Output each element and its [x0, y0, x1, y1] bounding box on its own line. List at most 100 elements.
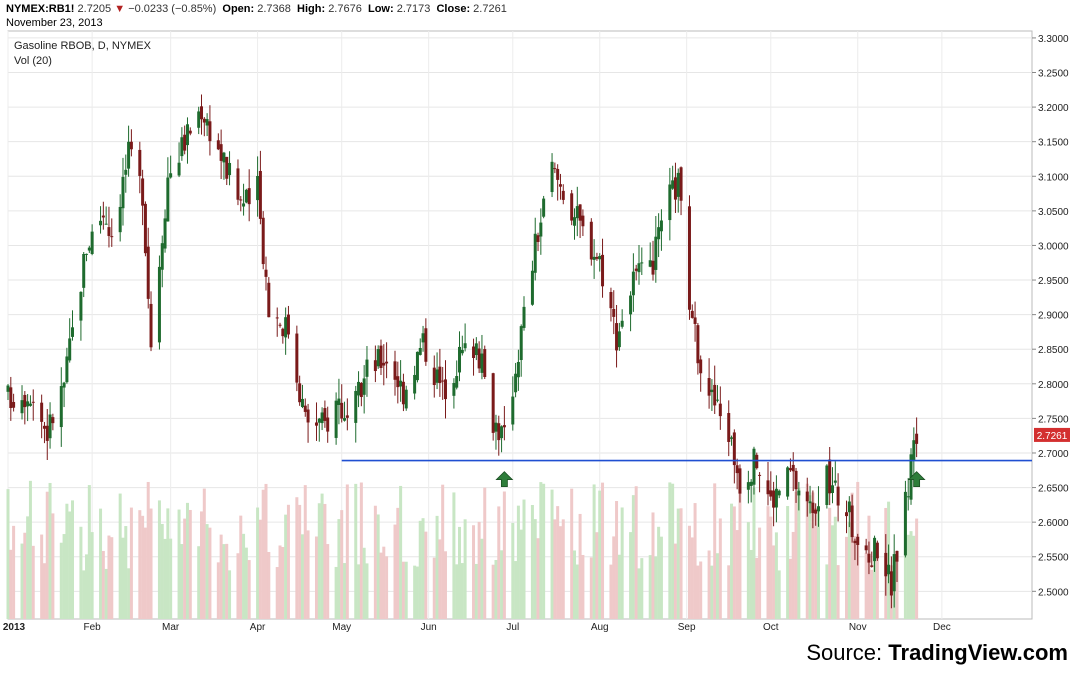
volume-bar — [578, 513, 582, 619]
up-arrow-icon — [495, 471, 514, 488]
candle-body — [592, 256, 596, 260]
candle-body — [345, 415, 349, 418]
candle-body — [474, 343, 478, 356]
volume-bar — [791, 531, 795, 619]
x-tick-label: May — [332, 622, 351, 633]
candle-body — [300, 398, 304, 408]
time-axis[interactable]: 2013 Feb Mar Apr May Jun Jul Aug Sep Oct Nov Dec — [3, 622, 951, 633]
candle-body — [87, 247, 91, 251]
candle-body — [326, 417, 330, 432]
y-tick-label: 3.0000 — [1038, 241, 1069, 252]
x-tick-label: Oct — [763, 622, 779, 633]
volume-bar — [746, 522, 750, 619]
candle-body — [51, 417, 55, 424]
candle-body — [595, 256, 599, 259]
candle-body — [915, 433, 919, 444]
volume-bar — [772, 545, 776, 619]
candle-body — [749, 481, 753, 486]
volume-bar — [51, 513, 55, 619]
candle-body — [82, 254, 86, 288]
volume-bar — [455, 564, 459, 619]
volume-bar — [556, 506, 560, 619]
volume-bar — [441, 484, 445, 619]
candle-body — [553, 168, 557, 170]
volume-bar — [794, 491, 798, 619]
volume-bar — [286, 504, 290, 619]
volume-bar — [687, 525, 691, 619]
volume-bar — [909, 531, 913, 619]
candle-body — [814, 509, 818, 514]
volume-bar — [654, 556, 658, 619]
candle-body — [620, 320, 624, 327]
volume-bar — [707, 550, 711, 619]
volume-bar — [99, 508, 103, 619]
volume-bar — [48, 482, 52, 619]
candle-body — [323, 408, 327, 421]
candle-body — [651, 260, 655, 275]
candle-body — [539, 222, 543, 237]
volume-bar — [28, 480, 32, 619]
candle-body — [727, 413, 731, 442]
candle-body — [511, 396, 515, 425]
volume-bar — [732, 506, 736, 619]
volume-bar — [169, 538, 173, 619]
volume-bar — [640, 558, 644, 619]
candle-body — [373, 360, 377, 372]
volume-bar — [550, 489, 554, 619]
candle-body — [856, 536, 860, 545]
volume-bar — [432, 557, 436, 619]
y-tick-label: 2.6000 — [1038, 518, 1069, 529]
candle-body — [188, 130, 192, 134]
candle-body — [637, 263, 641, 273]
candle-body — [659, 220, 663, 232]
candle-body — [598, 255, 602, 260]
candle-body — [480, 353, 484, 373]
candle-body — [12, 401, 16, 408]
y-tick-label: 2.5500 — [1038, 553, 1069, 564]
candle-body — [497, 423, 501, 441]
candle-body — [786, 467, 790, 497]
candle-body — [738, 468, 742, 494]
candle-body — [828, 459, 832, 494]
price-axis[interactable]: 3.3000 3.2500 3.2000 3.1500 3.1000 3.0500 3.00… — [1032, 34, 1069, 598]
volume-bar — [530, 505, 534, 619]
volume-bar — [143, 527, 147, 619]
volume-bar — [497, 506, 501, 619]
candle-body — [177, 162, 181, 176]
volume-bar — [912, 535, 916, 619]
volume-bar — [418, 520, 422, 619]
volume-study-label: Vol (20) — [14, 55, 52, 67]
candle-body — [343, 418, 347, 421]
candle-body — [718, 403, 722, 417]
candle-body — [906, 496, 910, 498]
candle-body — [242, 203, 246, 207]
candle-body — [59, 386, 63, 428]
volume-bar — [71, 500, 75, 619]
candle-body — [404, 389, 408, 409]
volume-bar — [357, 564, 361, 619]
volume-bar — [424, 531, 428, 619]
volume-bar — [365, 563, 369, 619]
candles — [6, 94, 919, 609]
candle-body — [314, 422, 318, 426]
symbol-label[interactable]: NYMEX:RB1! — [6, 3, 75, 15]
candle-body — [90, 231, 94, 255]
volume-bar — [225, 543, 229, 619]
candle-body — [48, 414, 52, 439]
candle-body — [247, 188, 251, 205]
candle-body — [40, 402, 44, 422]
volume-bar — [634, 486, 638, 619]
volume-bar — [598, 490, 602, 619]
volume-bar — [480, 538, 484, 619]
candle-body — [28, 403, 32, 406]
candle-body — [732, 432, 736, 466]
volume-bar — [693, 503, 697, 619]
candle-body — [399, 380, 403, 387]
volume-bar — [769, 516, 773, 619]
candle-body — [205, 119, 209, 126]
candle-body — [267, 282, 271, 318]
volume-bar — [267, 551, 271, 619]
candle-body — [264, 269, 268, 277]
y-tick-label: 3.1000 — [1038, 172, 1069, 183]
